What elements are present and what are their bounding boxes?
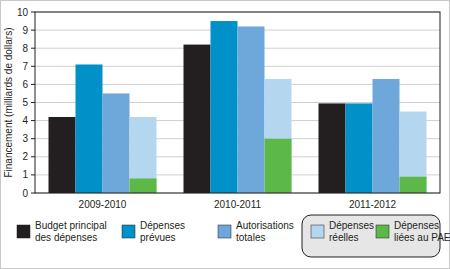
tick-label: 9	[22, 25, 28, 36]
legend-label: Dépensesliées au PAE	[394, 220, 450, 243]
legend-label: Budget principaldes dépenses	[35, 220, 107, 243]
legend-swatch	[122, 225, 135, 238]
chart: 0 1 2 3 4 5 6 7 8 9 10Financement (milliards de do…	[0, 0, 450, 269]
tick-mark	[31, 120, 35, 121]
tick-mark	[31, 66, 35, 67]
bar	[76, 64, 103, 193]
legend-label-line: Dépenses	[394, 220, 439, 231]
tick-mark	[31, 84, 35, 85]
legend-label-line: Budget principal	[35, 220, 107, 231]
tick-mark	[31, 12, 35, 13]
axis-title: Financement (milliards de dollars)	[3, 27, 14, 177]
tick-label: 5	[22, 97, 28, 108]
legend-label: Dépensesréelles	[329, 220, 374, 243]
legend-label: Autorisationstotales	[236, 220, 294, 243]
tick-mark	[31, 193, 35, 194]
legend-swatch	[376, 225, 389, 238]
legend-label-line: liées au PAE	[394, 232, 450, 243]
bar	[184, 45, 211, 193]
tick-label: 3	[22, 133, 28, 144]
tick-label: 7	[22, 61, 28, 72]
legend-label-line: Autorisations	[236, 220, 294, 231]
legend-label-line: réelles	[329, 232, 358, 243]
bar	[49, 117, 76, 193]
category-label: 2010-2011	[214, 199, 262, 210]
legend-label-line: Dépenses	[140, 220, 185, 231]
tick-mark	[31, 174, 35, 175]
bar	[265, 79, 292, 193]
legend-label-line: des dépenses	[35, 232, 97, 243]
tick-mark	[31, 102, 35, 103]
tick-label: 1	[22, 169, 28, 180]
bar	[373, 79, 400, 193]
outer-border	[1, 1, 450, 269]
tick-mark	[31, 156, 35, 157]
tick-mark	[31, 48, 35, 49]
legend-label: Dépensesprévues	[140, 220, 185, 243]
legend-swatch	[311, 225, 324, 238]
tick-label: 6	[22, 79, 28, 90]
bar	[103, 93, 130, 193]
plot-frame	[35, 12, 440, 193]
bar	[400, 112, 427, 193]
legend-label-line: totales	[236, 232, 265, 243]
bar	[211, 21, 238, 193]
tick-label: 2	[22, 151, 28, 162]
bar	[319, 103, 346, 193]
tick-label: 0	[22, 188, 28, 199]
legend-swatch	[218, 225, 231, 238]
bar	[130, 179, 157, 193]
bar	[346, 103, 373, 193]
tick-mark	[31, 30, 35, 31]
legend-label-line: Dépenses	[329, 220, 374, 231]
tick-label: 4	[22, 115, 28, 126]
bar	[130, 117, 157, 193]
bar	[238, 26, 265, 193]
tick-mark	[31, 138, 35, 139]
tick-label: 8	[22, 43, 28, 54]
bar	[400, 177, 427, 193]
tick-label: 10	[17, 7, 29, 18]
bar	[265, 139, 292, 193]
legend-swatch	[17, 225, 30, 238]
category-label: 2009-2010	[79, 199, 127, 210]
bars	[49, 21, 427, 193]
legend-label-line: prévues	[140, 232, 176, 243]
category-label: 2011-2012	[349, 199, 397, 210]
